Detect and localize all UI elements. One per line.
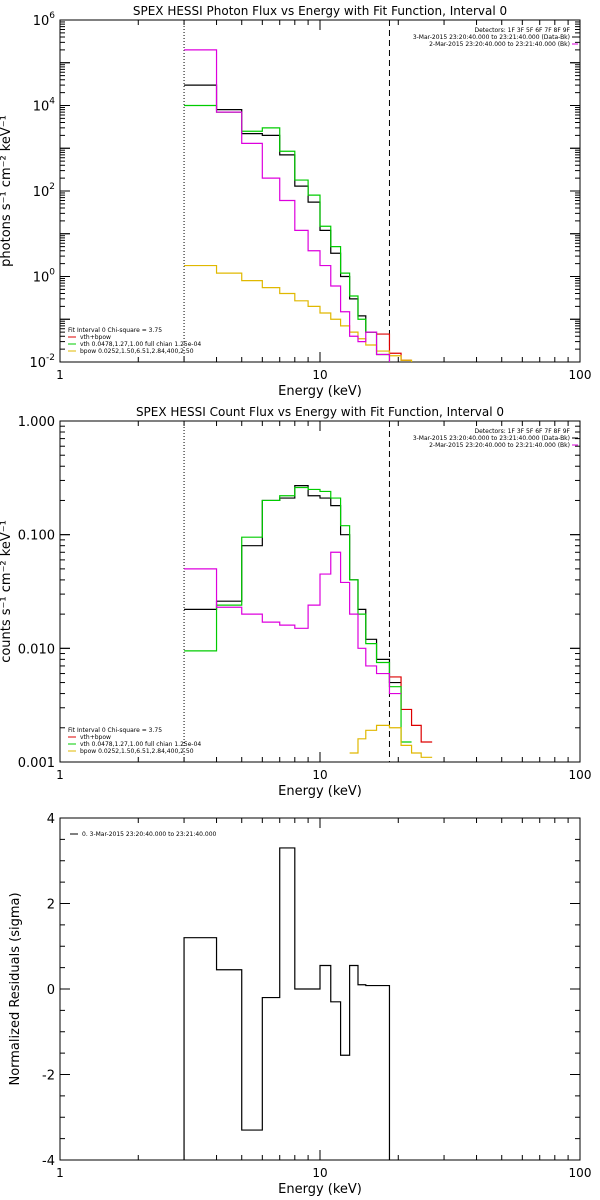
x-axis-label: Energy (keV)	[278, 784, 362, 799]
y-tick-label-base: 10	[33, 185, 50, 200]
y-tick-label-exponent: -2	[46, 353, 55, 363]
y-tick-label: 0	[47, 983, 55, 998]
fit-legend-text: Fit Interval 0 Chi-square = 3.75	[68, 327, 162, 334]
chart-panel-2: SPEX HESSI Count Flux vs Energy with Fit…	[0, 405, 591, 799]
y-tick-label: 100	[33, 268, 56, 286]
series-bpow	[349, 724, 433, 758]
y-tick-label: 0.001	[18, 756, 55, 771]
y-axis-label: photons s⁻¹ cm⁻² keV⁻¹	[0, 115, 14, 267]
legend-text: 0. 3-Mar-2015 23:20:40.000 to 23:21:40.0…	[82, 831, 217, 838]
series-black	[184, 485, 402, 684]
legend-text: Detectors: 1F 3F 5F 6F 7F 8F 9F	[474, 27, 570, 34]
plot-area	[183, 20, 413, 362]
series-magenta	[184, 49, 391, 362]
series-vth	[184, 486, 412, 743]
x-tick-label: 10	[312, 768, 327, 782]
y-tick-label-base: 10	[33, 14, 50, 29]
fit-legend-text: vth 0.0478,1.27,1.00 full chian 1.25e-04	[80, 341, 201, 348]
legend-text: Detectors: 1F 3F 5F 6F 7F 8F 9F	[474, 428, 570, 435]
y-tick-label-exponent: 0	[49, 268, 55, 278]
y-tick-label: -2	[42, 1069, 55, 1084]
fit-legend-text: bpow 0.0252,1.50,6.51,2.84,400,2.50	[80, 748, 194, 755]
legend-text: 2-Mar-2015 23:20:40.000 to 23:21:40.000 …	[429, 442, 570, 449]
x-axis-label: Energy (keV)	[278, 1182, 362, 1197]
y-tick-label-exponent: 6	[49, 11, 55, 21]
y-tick-label: -4	[42, 1154, 55, 1169]
y-tick-label: 1.000	[18, 415, 55, 430]
x-axis-label: Energy (keV)	[278, 384, 362, 399]
y-tick-label-base: 1.000	[18, 415, 55, 430]
x-tick-label: 1	[56, 368, 64, 382]
y-tick-label: 2	[47, 898, 55, 913]
fit-legend-text: bpow 0.0252,1.50,6.51,2.84,400,2.50	[80, 348, 194, 355]
y-tick-label: 106	[33, 11, 56, 29]
y-tick-label-exponent: 4	[49, 97, 55, 107]
x-tick-label: 1	[56, 1166, 64, 1180]
y-tick-label: 0.010	[18, 642, 55, 657]
x-tick-label: 100	[569, 768, 592, 782]
y-tick-label-base: 0	[47, 983, 55, 998]
series-black	[184, 84, 377, 333]
x-tick-label: 100	[569, 1166, 592, 1180]
fit-legend-text: Fit Interval 0 Chi-square = 3.75	[68, 727, 162, 734]
y-tick-label: 0.100	[18, 529, 55, 544]
y-axis-label: counts s⁻¹ cm⁻² keV⁻¹	[0, 520, 14, 663]
y-tick-label-base: 0.100	[18, 529, 55, 544]
chart-title: SPEX HESSI Count Flux vs Energy with Fit…	[136, 405, 504, 419]
y-tick-label: 102	[33, 182, 55, 200]
x-tick-label: 1	[56, 768, 64, 782]
fit-legend-text: vth 0.0478,1.27,1.00 full chian 1.25e-04	[80, 741, 201, 748]
y-tick-label-base: 4	[47, 812, 55, 827]
series-vth	[184, 104, 391, 362]
y-tick-label-base: 10	[29, 356, 46, 371]
series-magenta	[184, 551, 402, 695]
fit-legend-text: vth+bpow	[80, 734, 111, 741]
y-tick-label-base: 10	[33, 271, 50, 286]
x-tick-label: 100	[569, 368, 592, 382]
y-tick-label-exponent: 2	[49, 182, 55, 192]
legend-text: 2-Mar-2015 23:20:40.000 to 23:21:40.000 …	[429, 41, 570, 48]
y-axis-label: Normalized Residuals (sigma)	[8, 892, 23, 1085]
legend-text: 3-Mar-2015 23:20:40.000 to 23:21:40.000 …	[413, 435, 570, 442]
y-tick-label-base: 2	[47, 898, 55, 913]
x-tick-label: 10	[312, 1166, 327, 1180]
series-0-3-mar-2015-23-20-40-000-to-23-21-40-000	[183, 847, 391, 1160]
series-bpow	[184, 264, 413, 362]
y-tick-label-base: 0.010	[18, 642, 55, 657]
chart-title: SPEX HESSI Photon Flux vs Energy with Fi…	[133, 4, 507, 18]
plot-area	[183, 847, 391, 1160]
chart-panel-3: 1 10 100 Energy (keV) -4 -2 0 2 4 Normalized Resi…	[8, 812, 591, 1197]
y-tick-label-base: -4	[42, 1154, 55, 1169]
legend-text: 3-Mar-2015 23:20:40.000 to 23:21:40.000 …	[413, 34, 570, 41]
y-tick-label-base: -2	[42, 1069, 55, 1084]
plot-area	[183, 421, 433, 762]
x-tick-label: 10	[312, 368, 327, 382]
y-tick-label-base: 10	[33, 100, 50, 115]
y-tick-label-base: 0.001	[18, 756, 55, 771]
fit-legend-text: vth+bpow	[80, 334, 111, 341]
y-tick-label: 104	[33, 97, 56, 115]
chart-panel-1: SPEX HESSI Photon Flux vs Energy with Fi…	[0, 4, 591, 399]
series-vth-bpow	[389, 676, 433, 743]
y-tick-label: 4	[47, 812, 55, 827]
y-tick-label: 10-2	[29, 353, 55, 371]
